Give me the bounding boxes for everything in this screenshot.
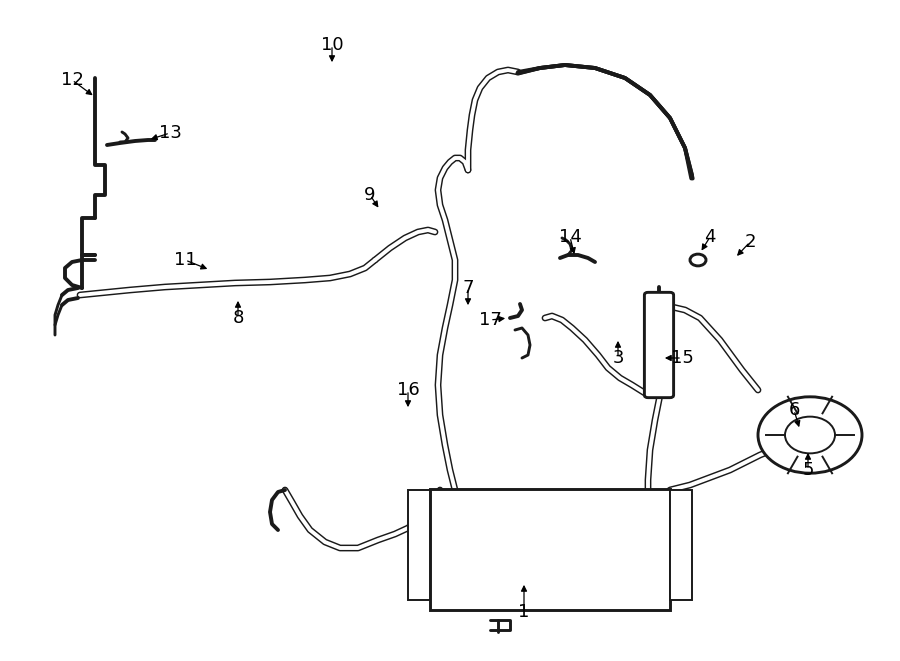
Circle shape	[690, 254, 706, 266]
Circle shape	[785, 416, 835, 453]
Text: 17: 17	[479, 311, 501, 329]
Text: 4: 4	[704, 228, 716, 246]
Text: 2: 2	[744, 233, 756, 251]
Text: 14: 14	[559, 228, 581, 246]
Text: 16: 16	[397, 381, 419, 399]
Text: 12: 12	[60, 71, 84, 89]
Circle shape	[758, 397, 862, 473]
Text: 3: 3	[612, 349, 624, 367]
Text: 8: 8	[232, 309, 244, 327]
Text: 6: 6	[788, 401, 800, 419]
Text: 10: 10	[320, 36, 343, 54]
FancyBboxPatch shape	[644, 292, 673, 398]
Text: 15: 15	[670, 349, 693, 367]
Text: 1: 1	[518, 603, 530, 621]
Bar	[430, 489, 670, 610]
Text: 11: 11	[174, 251, 196, 269]
Text: 7: 7	[463, 279, 473, 297]
Bar	[408, 490, 430, 600]
Bar	[670, 490, 692, 600]
Text: 9: 9	[364, 186, 376, 204]
Text: 13: 13	[158, 124, 182, 142]
Text: 5: 5	[802, 461, 814, 479]
